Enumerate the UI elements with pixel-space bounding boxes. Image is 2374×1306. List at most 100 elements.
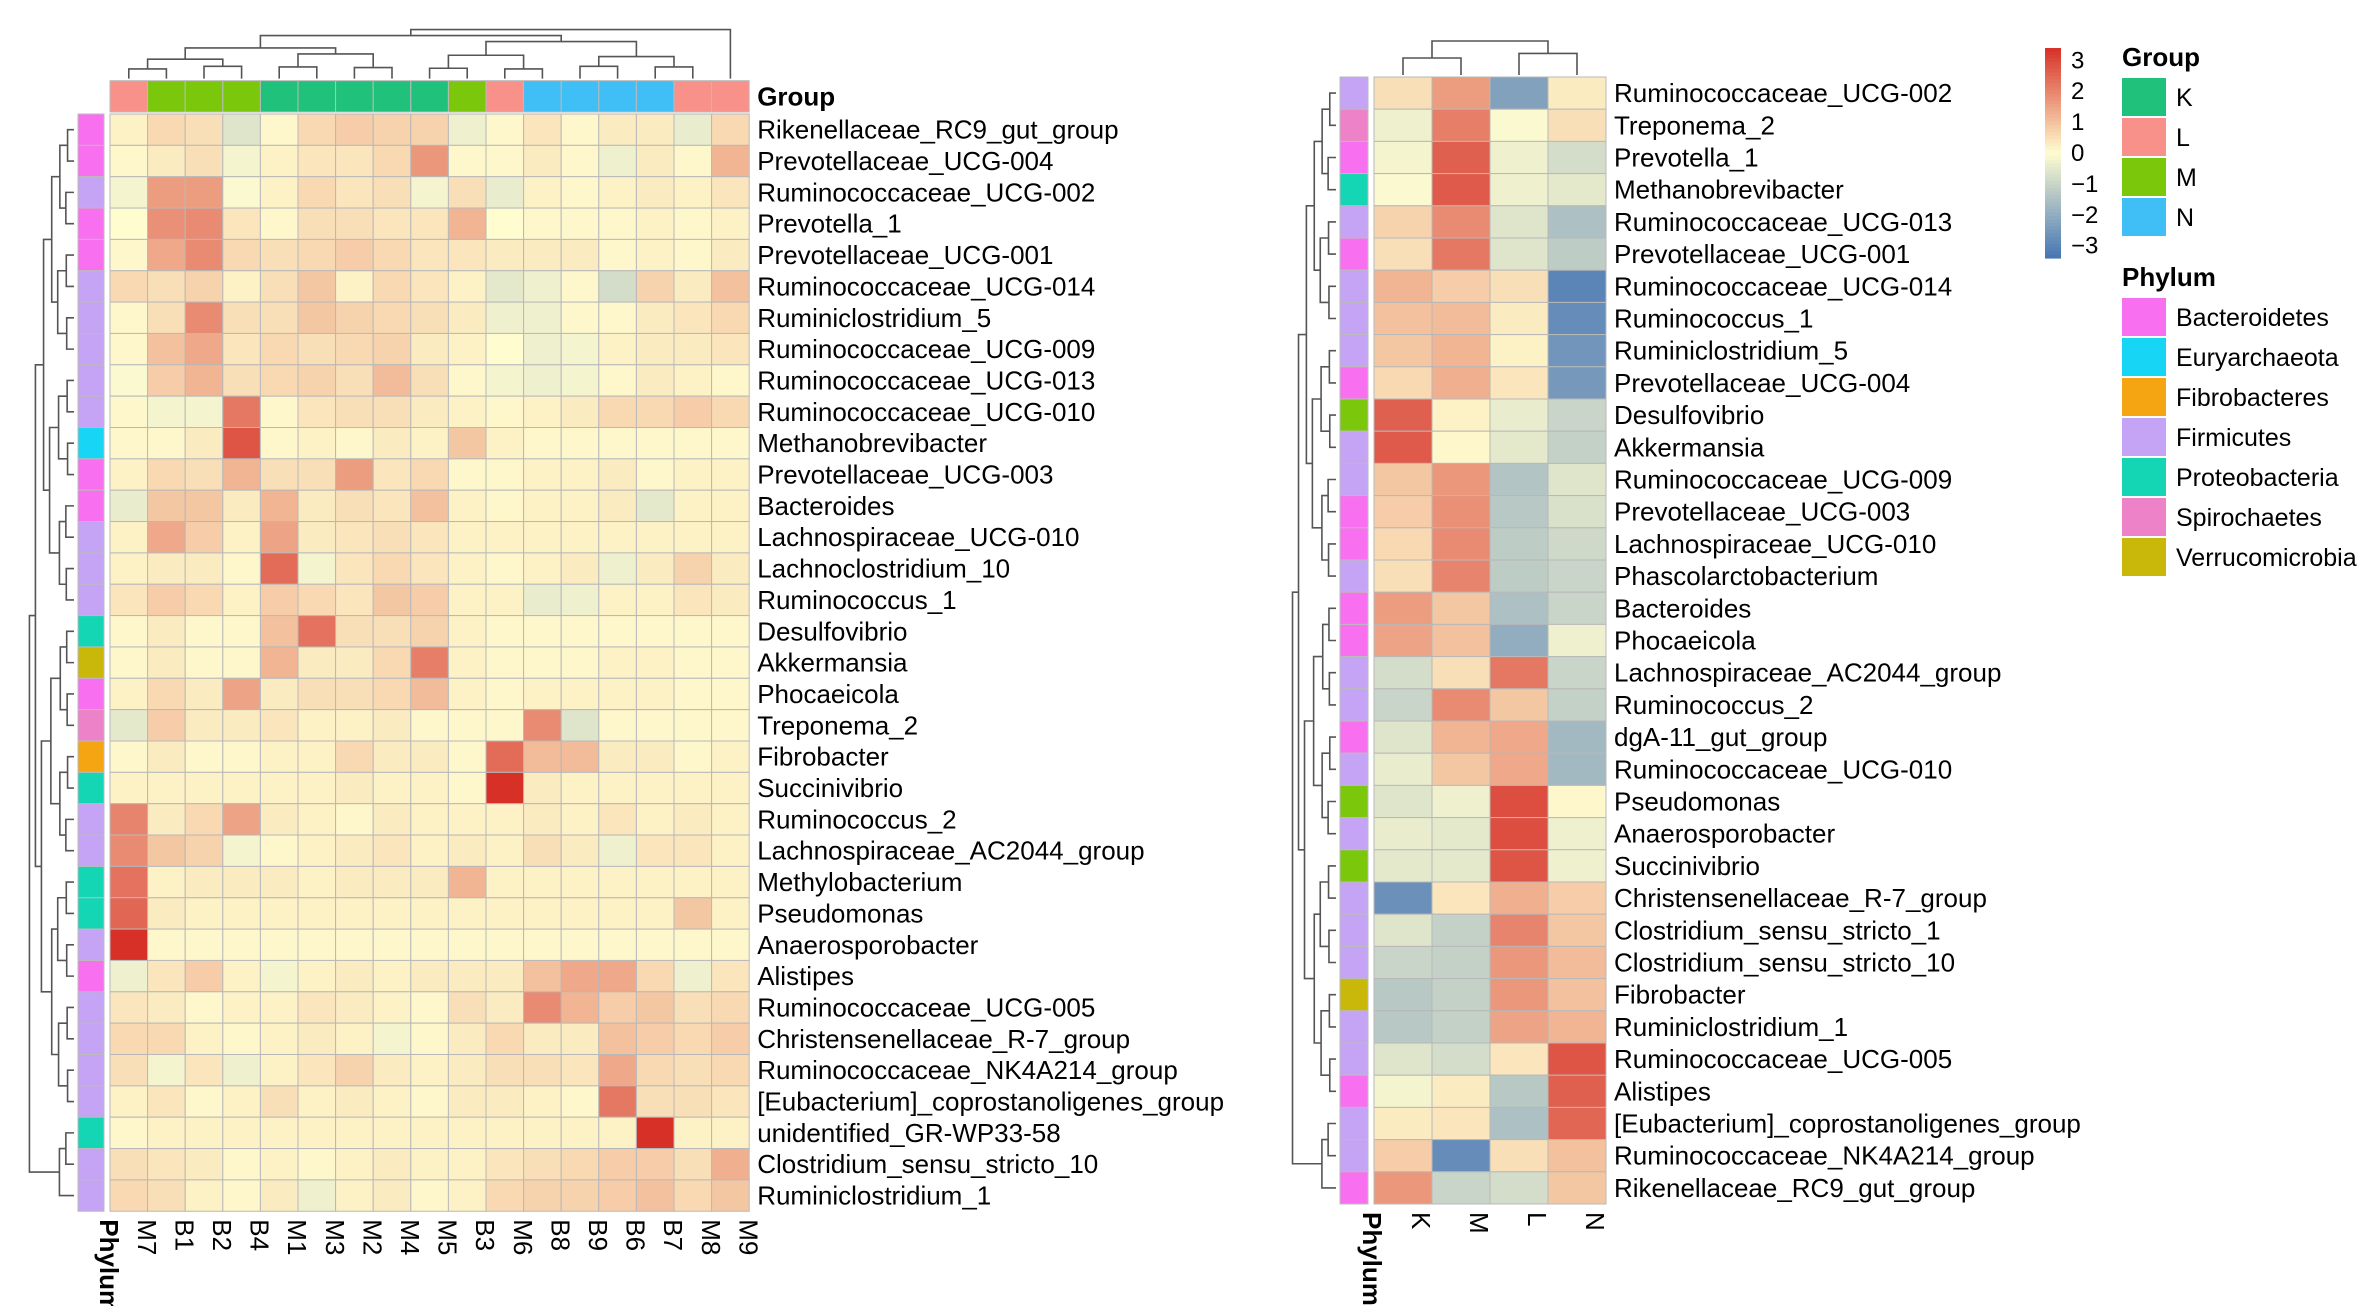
color-scale-step [2045,83,2061,88]
heatmap-cell [147,1054,186,1087]
heatmap-cell [410,489,449,523]
dendrogram-branch [1321,1138,1336,1189]
heatmap-cell [447,928,487,961]
heatmap-cell [598,1148,637,1181]
heatmap-cell [147,928,186,961]
heatmap-cell [598,427,637,460]
heatmap-cell [1431,237,1491,271]
color-scale-step [2045,55,2061,60]
heatmap-cell [485,1148,525,1181]
group-legend-title: Group [2122,42,2200,72]
heatmap-cell [109,552,149,585]
phylum-annotation-cell [77,834,105,867]
left-heatmap-panel: GroupRikenellaceae_RC9_gut_groupPrevotel… [28,28,1224,1306]
heatmap-cell [147,991,186,1024]
heatmap-cell [372,615,412,648]
heatmap-cell [711,740,750,773]
heatmap-cell [598,991,637,1024]
heatmap-cell [635,144,675,178]
heatmap-cell [673,552,713,585]
heatmap-cell [560,270,600,303]
heatmap-cell [447,238,487,272]
heatmap-cell [673,615,713,648]
heatmap-cell [1431,1074,1491,1108]
dendrogram-branch [1327,800,1336,835]
heatmap-cell [1431,849,1491,883]
heatmap-cell [523,1148,562,1181]
column-label: M3 [320,1219,350,1255]
heatmap-cell [372,1116,412,1150]
heatmap-cell [598,865,637,899]
dendrogram-branch [146,58,224,69]
heatmap-cell [297,301,337,334]
heatmap-cell [1489,301,1549,336]
heatmap-cell [598,740,637,773]
row-label: Clostridium_sensu_stricto_10 [1614,948,1955,978]
heatmap-cell [410,897,449,930]
heatmap-cell [410,646,449,679]
heatmap-cell [635,928,675,961]
phylum-annotation-cell [77,646,105,679]
heatmap-cell [635,1085,675,1118]
heatmap-cell [1373,817,1433,851]
group-annotation-cell [372,80,412,113]
row-label: Fibrobacter [757,742,889,772]
heatmap-cell [673,959,713,993]
heatmap-cell [673,238,713,272]
heatmap-cell [1431,881,1491,915]
heatmap-cell [673,364,713,397]
heatmap-cell [410,1148,449,1181]
phylum-annotation-cell [1339,108,1369,142]
color-scale-step [2045,135,2061,140]
heatmap-cell [335,834,374,867]
heatmap-cell [410,615,449,648]
heatmap-cell [485,865,525,899]
heatmap-cell [1489,623,1549,658]
color-scale-step [2045,177,2061,182]
dendrogram-branch [66,693,74,727]
row-label: Pseudomonas [1614,787,1780,817]
heatmap-cell [259,803,299,836]
heatmap-cell [297,521,337,554]
heatmap-cell [1431,656,1491,690]
heatmap-cell [673,1179,713,1212]
heatmap-cell [523,113,562,146]
heatmap-cell [1547,366,1607,400]
dendrogram-branch [128,68,168,79]
heatmap-cell [523,928,562,961]
phylum-annotation-cell [77,865,105,899]
heatmap-cell [259,238,299,272]
color-scale-tick: −2 [2071,202,2098,229]
phylum-annotation-cell [1339,173,1369,207]
phylum-annotation-cell [1339,334,1369,368]
phylum-annotation-cell [77,677,105,711]
phylum-legend-swatch [2122,498,2166,536]
heatmap-cell [560,583,600,617]
heatmap-cell [297,1116,337,1150]
row-label: Clostridium_sensu_stricto_1 [1614,915,1941,945]
phylum-annotation-cell [77,552,105,585]
color-scale-step [2045,167,2061,172]
phylum-annotation-cell [77,427,105,460]
heatmap-cell [1489,945,1549,980]
heatmap-cell [335,458,374,491]
row-label: Prevotellaceae_UCG-004 [757,146,1053,176]
heatmap-cell [1489,559,1549,593]
heatmap-cell [222,144,261,178]
heatmap-cell [184,646,224,679]
heatmap-cell [711,552,750,585]
heatmap-cell [1431,784,1491,819]
heatmap-cell [297,646,337,679]
heatmap-cell [259,301,299,334]
dendrogram-branch [1402,57,1462,75]
heatmap-cell [222,1085,261,1118]
color-scale-tick: −3 [2071,233,2098,260]
heatmap-cell [635,1022,675,1056]
heatmap-cell [1547,752,1607,786]
heatmap-cell [1547,173,1607,207]
heatmap-cell [1431,1171,1491,1205]
right-heatmap-panel: Ruminococcaceae_UCG-002Treponema_2Prevot… [1291,40,2081,1306]
heatmap-cell [147,552,186,585]
heatmap-cell [109,1085,149,1118]
heatmap-cell [635,677,675,711]
